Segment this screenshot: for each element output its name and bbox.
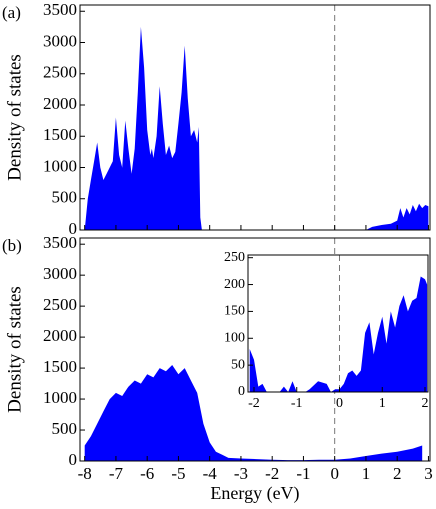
plot-frame xyxy=(79,4,431,231)
y-axis-label: Density of states xyxy=(4,54,25,181)
y-tick-label: 1500 xyxy=(43,125,77,144)
x-tick-label: 0 xyxy=(330,464,339,483)
y-tick-label: 500 xyxy=(52,419,78,438)
y-tick-label: 2000 xyxy=(43,94,77,113)
x-tick-label: -5 xyxy=(171,464,185,483)
x-tick-label: -8 xyxy=(78,464,92,483)
y-tick-label: 2500 xyxy=(43,63,77,82)
y-tick-label: 200 xyxy=(224,277,245,292)
panel-label: (a) xyxy=(2,3,21,22)
x-tick-label: 1 xyxy=(379,396,386,411)
y-tick-label: 250 xyxy=(224,250,245,265)
y-tick-label: 3000 xyxy=(43,264,77,283)
x-tick-label: 1 xyxy=(362,464,371,483)
x-tick-label: 2 xyxy=(422,396,429,411)
y-tick-label: 1000 xyxy=(43,388,77,407)
y-tick-label: 3500 xyxy=(43,233,77,252)
x-tick-label: -7 xyxy=(109,464,124,483)
x-tick-label: 0 xyxy=(336,396,343,411)
plot-frame xyxy=(79,237,431,462)
y-tick-label: 500 xyxy=(52,188,78,207)
x-axis-label: Energy (eV) xyxy=(210,483,299,504)
panel-label: (b) xyxy=(2,236,22,255)
y-tick-label: 0 xyxy=(69,219,78,238)
y-axis-label: Density of states xyxy=(4,286,25,413)
x-tick-label: 2 xyxy=(393,464,402,483)
area xyxy=(84,26,429,231)
x-tick-label: -4 xyxy=(203,464,218,483)
x-tick-label: -2 xyxy=(248,396,260,411)
x-tick-label: -3 xyxy=(234,464,248,483)
x-tick-label: -1 xyxy=(296,464,310,483)
area xyxy=(84,365,423,461)
y-tick-label: 2000 xyxy=(43,326,77,345)
x-tick-label: -2 xyxy=(265,464,279,483)
y-tick-label: 1000 xyxy=(43,156,77,175)
plot-frame xyxy=(247,254,429,393)
y-tick-label: 100 xyxy=(224,330,245,345)
x-tick-label: -1 xyxy=(291,396,303,411)
x-tick-label: 3 xyxy=(424,464,433,483)
y-tick-label: 150 xyxy=(224,304,245,319)
y-tick-label: 0 xyxy=(238,384,245,399)
y-tick-label: 3000 xyxy=(43,31,77,50)
area xyxy=(249,276,428,392)
y-tick-label: 3500 xyxy=(43,0,77,19)
x-tick-label: -6 xyxy=(140,464,154,483)
y-tick-label: 0 xyxy=(69,450,78,469)
y-tick-label: 2500 xyxy=(43,295,77,314)
y-tick-label: 50 xyxy=(231,357,245,372)
y-tick-label: 1500 xyxy=(43,357,77,376)
